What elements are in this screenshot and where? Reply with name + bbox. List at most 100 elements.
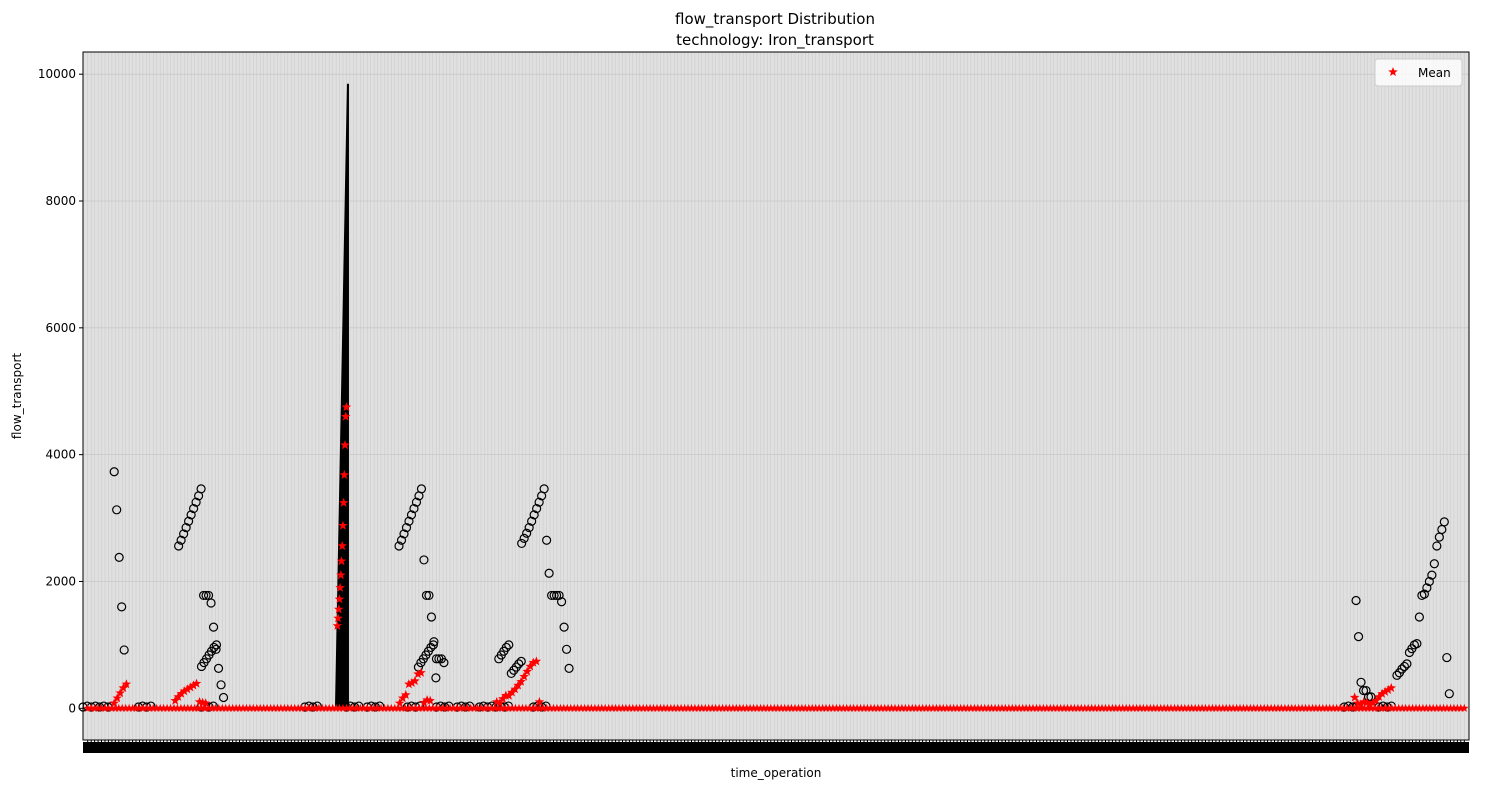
mean-marker	[1446, 703, 1455, 712]
mean-marker	[852, 703, 862, 712]
mean-marker	[109, 698, 119, 708]
mean-marker	[859, 703, 869, 712]
mean-marker	[880, 703, 889, 712]
outlier-point	[218, 692, 229, 703]
mean-marker	[407, 703, 417, 712]
mean-marker	[255, 703, 265, 712]
outlier-point	[527, 516, 537, 526]
mean-marker	[521, 703, 531, 712]
mean-marker	[269, 703, 279, 712]
mean-marker	[538, 703, 548, 712]
mean-marker	[659, 703, 669, 712]
outlier-point	[117, 602, 127, 612]
mean-marker	[1056, 703, 1065, 712]
mean-marker	[904, 703, 914, 712]
mean-marker	[452, 703, 462, 712]
mean-marker	[535, 703, 544, 712]
outlier-point	[184, 516, 194, 526]
mean-marker	[1042, 703, 1052, 712]
mean-marker	[1115, 703, 1124, 712]
mean-marker	[1460, 703, 1469, 712]
mean-marker	[128, 703, 137, 712]
mean-marker	[341, 411, 351, 421]
outlier-point	[201, 590, 211, 601]
mean-marker	[369, 703, 379, 712]
mean-marker	[121, 703, 130, 712]
mean-marker	[1366, 703, 1376, 712]
mean-marker	[1197, 703, 1207, 712]
mean-marker	[397, 703, 406, 712]
y-tick-label: 0	[68, 701, 76, 715]
mean-marker	[918, 703, 927, 712]
mean-marker	[828, 703, 838, 712]
mean-marker	[138, 703, 148, 712]
mean-marker	[214, 703, 224, 712]
outlier-point	[421, 590, 432, 601]
outlier-point	[559, 622, 569, 632]
mean-marker	[1359, 703, 1369, 712]
mean-marker	[1159, 703, 1169, 712]
mean-marker	[112, 693, 122, 703]
mean-marker	[418, 703, 427, 712]
mean-marker	[1018, 703, 1027, 712]
outlier-point	[1412, 639, 1422, 649]
mean-marker	[498, 693, 508, 703]
mean-marker	[531, 703, 541, 712]
mean-marker	[1128, 703, 1138, 712]
outlier-point	[426, 642, 436, 653]
mean-marker	[242, 703, 251, 712]
mean-marker	[890, 703, 900, 712]
outlier-point	[514, 659, 524, 669]
mean-marker	[469, 703, 479, 712]
outlier-point	[1442, 652, 1452, 663]
mean-marker	[594, 703, 603, 712]
outlier-point	[428, 640, 438, 650]
mean-marker	[276, 703, 286, 712]
mean-marker	[307, 703, 317, 712]
mean-marker	[176, 703, 186, 712]
mean-marker	[794, 703, 803, 712]
mean-marker	[97, 703, 106, 712]
mean-marker	[373, 703, 382, 712]
mean-marker	[583, 703, 593, 712]
outlier-point	[549, 590, 559, 601]
mean-marker	[1190, 703, 1200, 712]
mean-marker	[419, 697, 429, 707]
mean-marker	[394, 698, 405, 708]
mean-marker	[1380, 686, 1390, 696]
mean-marker	[542, 703, 551, 712]
mean-marker	[387, 703, 396, 712]
mean-marker	[1418, 703, 1428, 712]
y-tick-label: 6000	[45, 321, 76, 335]
outlier-point	[181, 522, 191, 533]
mean-marker	[311, 703, 320, 712]
mean-marker	[935, 703, 945, 712]
mean-marker	[1097, 703, 1107, 712]
chart-title: flow_transport Distribution	[675, 10, 875, 29]
mean-marker	[1211, 703, 1221, 712]
mean-marker	[293, 703, 303, 712]
outlier-point	[211, 644, 221, 654]
mean-marker	[1221, 703, 1231, 712]
mean-marker	[362, 703, 372, 712]
mean-marker	[528, 703, 538, 712]
mean-marker	[925, 703, 934, 712]
mean-marker	[534, 697, 545, 706]
mean-marker	[656, 703, 665, 712]
mean-marker	[332, 620, 343, 630]
outlier-point	[564, 663, 574, 673]
mean-marker	[1118, 703, 1127, 712]
mean-marker	[1063, 703, 1072, 712]
outlier-point	[191, 497, 201, 507]
mean-marker	[173, 691, 183, 701]
mean-marker	[191, 678, 202, 688]
mean-marker	[334, 604, 344, 614]
mean-marker	[228, 703, 237, 712]
mean-marker	[1066, 703, 1076, 712]
mean-marker	[704, 703, 713, 712]
x-gridlines	[87, 52, 1465, 740]
outlier-point	[431, 673, 441, 683]
outlier-point	[1422, 583, 1432, 593]
mean-marker	[732, 703, 741, 712]
mean-marker	[494, 703, 503, 712]
